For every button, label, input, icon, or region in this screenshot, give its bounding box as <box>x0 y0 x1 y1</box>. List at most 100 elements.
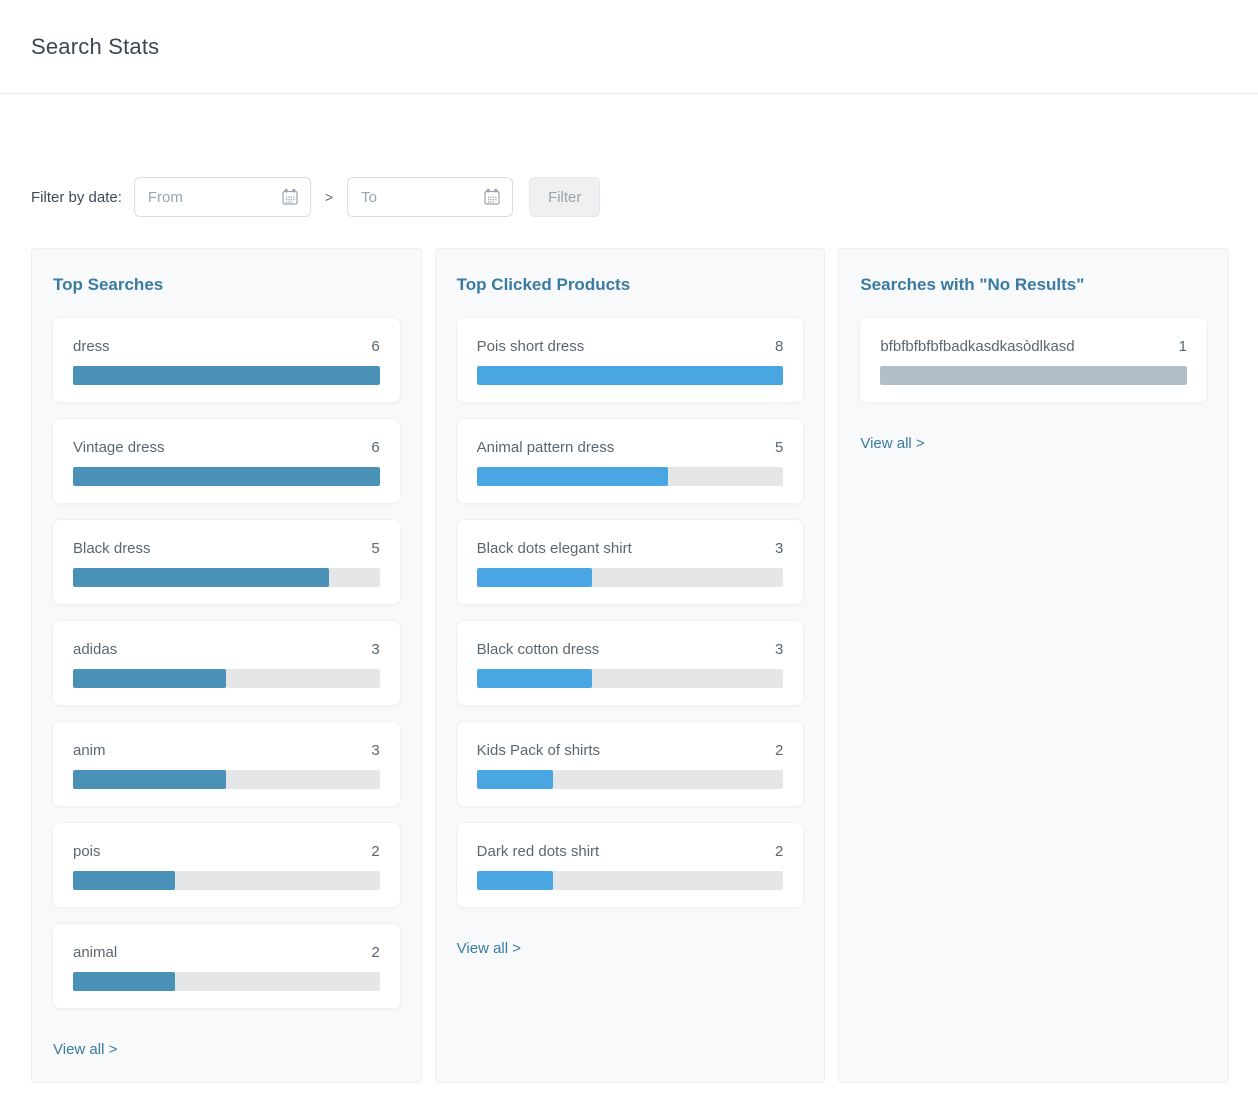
date-from-input[interactable] <box>134 188 281 206</box>
bar-fill <box>476 568 592 587</box>
stat-card: Dark red dots shirt 2 <box>455 822 805 908</box>
page-header: Search Stats <box>0 0 1258 94</box>
stat-card: Black cotton dress 3 <box>455 620 805 706</box>
stat-card: Vintage dress 6 <box>52 418 401 504</box>
date-filter-bar: Filter by date: > <box>31 177 1227 217</box>
stat-count: 3 <box>371 641 380 658</box>
stat-label: Pois short dress <box>476 338 585 355</box>
stat-card-row: bfbfbfbfbfbadkasdkasòdlkasd 1 <box>880 338 1187 355</box>
bar-track <box>476 366 784 385</box>
stat-card: bfbfbfbfbfbadkasdkasòdlkasd 1 <box>859 317 1209 403</box>
bar-track <box>476 568 784 587</box>
bar-fill <box>476 669 592 688</box>
stat-label: adidas <box>73 641 118 658</box>
bar-fill <box>476 467 669 486</box>
stat-label: Black dress <box>73 540 151 557</box>
date-from-field <box>133 177 311 217</box>
stat-card: Black dots elegant shirt 3 <box>455 519 805 605</box>
date-range-separator: > <box>324 189 334 205</box>
bar-track <box>73 568 380 587</box>
date-to-input[interactable] <box>348 188 484 206</box>
stat-card-row: Pois short dress 8 <box>477 338 784 355</box>
stat-card: pois 2 <box>52 822 401 908</box>
page-title: Search Stats <box>31 33 160 59</box>
stat-card-row: Black dots elegant shirt 3 <box>477 540 784 557</box>
calendar-icon <box>282 188 298 205</box>
bar-track <box>476 669 784 688</box>
stat-card-row: animal 2 <box>73 944 380 961</box>
stat-label: animal <box>73 944 118 961</box>
stat-card-row: Vintage dress 6 <box>73 439 380 456</box>
filter-by-date-label: Filter by date: <box>31 188 122 206</box>
bar-fill <box>73 669 227 688</box>
card-list: bfbfbfbfbfbadkasdkasòdlkasd 1 <box>859 317 1209 403</box>
stat-card-row: Dark red dots shirt 2 <box>477 843 784 860</box>
bar-track <box>476 467 784 486</box>
bar-track <box>73 871 380 890</box>
bar-track <box>73 972 380 991</box>
date-to-field <box>347 177 514 217</box>
panel-title: Top Clicked Products <box>456 275 631 294</box>
stat-card-row: adidas 3 <box>73 641 380 658</box>
stat-label: Vintage dress <box>73 439 165 456</box>
stat-count: 1 <box>1178 338 1188 355</box>
bar-fill <box>73 871 176 890</box>
calendar-icon <box>484 188 500 205</box>
stat-label: pois <box>73 843 101 860</box>
panel-no-results-searches: Searches with "No Results" bfbfbfbfbfbad… <box>838 248 1230 1083</box>
stat-label: Kids Pack of shirts <box>476 742 601 759</box>
stat-card: animal 2 <box>52 923 401 1009</box>
stat-card: Animal pattern dress 5 <box>455 418 805 504</box>
stat-count: 3 <box>371 742 380 759</box>
stat-card: anim 3 <box>52 721 401 807</box>
stat-label: Dark red dots shirt <box>476 843 600 860</box>
card-list: dress 6 Vintage dress 6 Black dress 5 adidas 3 a… <box>52 317 401 1009</box>
filter-button[interactable]: Filter <box>529 177 601 217</box>
stat-count: 2 <box>775 843 784 860</box>
bar-fill <box>73 366 380 385</box>
bar-fill <box>476 770 554 789</box>
view-all-top-clicked-link[interactable]: View all > <box>456 940 522 957</box>
bar-fill <box>73 770 227 789</box>
stat-label: bfbfbfbfbfbadkasdkasòdlkasd <box>880 338 1075 355</box>
bar-fill <box>73 568 329 587</box>
stat-label: Black dots elegant shirt <box>476 540 632 557</box>
stat-card: Black dress 5 <box>52 519 401 605</box>
panel-top-searches: Top Searches dress 6 Vintage dress 6 Black d… <box>31 248 422 1083</box>
stat-count: 5 <box>775 439 784 456</box>
view-all-no-results-link[interactable]: View all > <box>860 435 925 452</box>
stat-count: 2 <box>775 742 784 759</box>
panel-top-clicked-products: Top Clicked Products Pois short dress 8 An… <box>434 248 826 1083</box>
stat-label: dress <box>73 338 110 355</box>
stat-card-row: anim 3 <box>73 742 380 759</box>
bar-track <box>880 366 1188 385</box>
stat-card: Kids Pack of shirts 2 <box>455 721 805 807</box>
stat-card: adidas 3 <box>52 620 401 706</box>
stat-label: Animal pattern dress <box>476 439 615 456</box>
stat-card-row: Black cotton dress 3 <box>477 641 784 658</box>
stat-card: dress 6 <box>52 317 401 403</box>
stat-count: 3 <box>775 540 784 557</box>
stat-card-row: Animal pattern dress 5 <box>477 439 784 456</box>
calendar-to-button[interactable] <box>483 188 501 206</box>
bar-track <box>73 669 380 688</box>
panel-title: Searches with "No Results" <box>860 275 1085 294</box>
stat-count: 3 <box>775 641 784 658</box>
stat-count: 2 <box>371 944 380 961</box>
bar-fill <box>880 366 1188 385</box>
calendar-from-button[interactable] <box>281 188 299 206</box>
stat-card-row: dress 6 <box>73 338 380 355</box>
stat-count: 6 <box>371 439 380 456</box>
bar-track <box>73 467 380 486</box>
panel-title: Top Searches <box>53 275 164 294</box>
bar-fill <box>476 871 554 890</box>
stat-count: 5 <box>371 540 380 557</box>
view-all-top-searches-link[interactable]: View all > <box>53 1041 118 1058</box>
bar-track <box>476 770 784 789</box>
stat-label: Black cotton dress <box>476 641 600 658</box>
stat-count: 6 <box>371 338 380 355</box>
stat-label: anim <box>73 742 106 759</box>
stat-count: 2 <box>371 843 380 860</box>
bar-track <box>73 366 380 385</box>
card-list: Pois short dress 8 Animal pattern dress 5 Bl… <box>455 317 805 908</box>
